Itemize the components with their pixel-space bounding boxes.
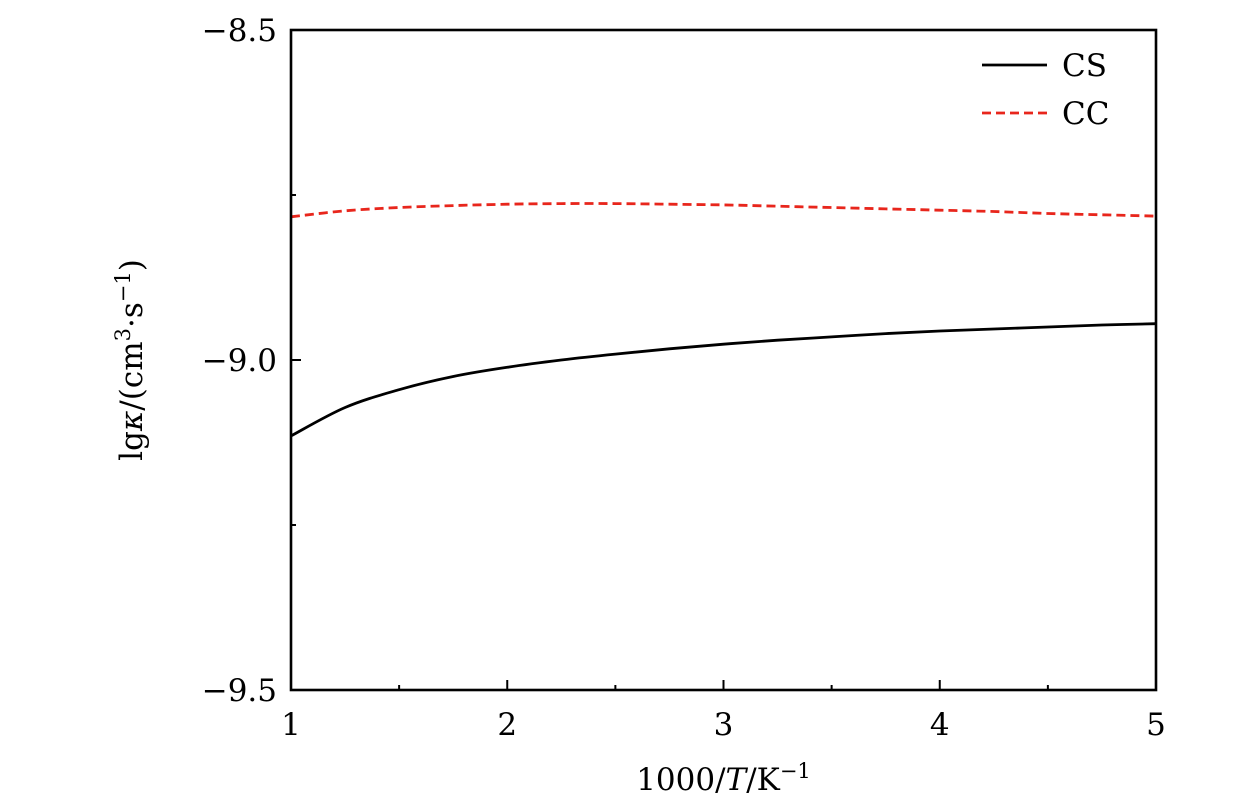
legend-label-cs: CS <box>1062 48 1107 84</box>
x-axis-label-prefix: 1000/ <box>636 762 726 798</box>
x-axis-label-unit: /K <box>746 762 780 798</box>
legend-label-cc: CC <box>1062 96 1109 132</box>
series-line-cs <box>290 322 1157 438</box>
y-axis-label: lgκ/(cm3·s−1) <box>111 259 150 461</box>
plot-frame <box>289 28 1158 692</box>
x-axis-label: 1000/T/K−1 <box>636 759 811 798</box>
y-axis-label-sup2: −1 <box>111 271 135 302</box>
y-axis-label-mid: ·s <box>114 302 150 328</box>
x-tick-label-0: 1 <box>281 707 301 743</box>
series-line-cc <box>290 202 1157 219</box>
y-axis-label-prefix: lg <box>114 431 150 461</box>
y-axis-label-open: /(cm <box>114 341 150 410</box>
x-tick-label-1: 2 <box>497 707 517 743</box>
y-axis-label-sup1: 3 <box>111 328 135 341</box>
y-tick-label-1: −9.0 <box>202 343 277 379</box>
legend: CS CC <box>982 48 1109 132</box>
y-axis-label-close: ) <box>114 259 150 271</box>
x-axis-label-var: T <box>726 762 749 798</box>
y-tick-label-2: −8.5 <box>202 13 277 49</box>
y-axis-label-var: κ <box>114 411 150 432</box>
series-layer <box>290 202 1157 438</box>
x-tick-label-3: 4 <box>930 707 950 743</box>
x-tick-label-2: 3 <box>714 707 734 743</box>
x-tick-label-4: 5 <box>1146 707 1166 743</box>
y-tick-label-0: −9.5 <box>202 673 277 709</box>
ticks: 1 2 3 4 5 −9.5 −9.0 −8.5 <box>202 13 1166 743</box>
x-axis-label-sup: −1 <box>780 759 811 783</box>
